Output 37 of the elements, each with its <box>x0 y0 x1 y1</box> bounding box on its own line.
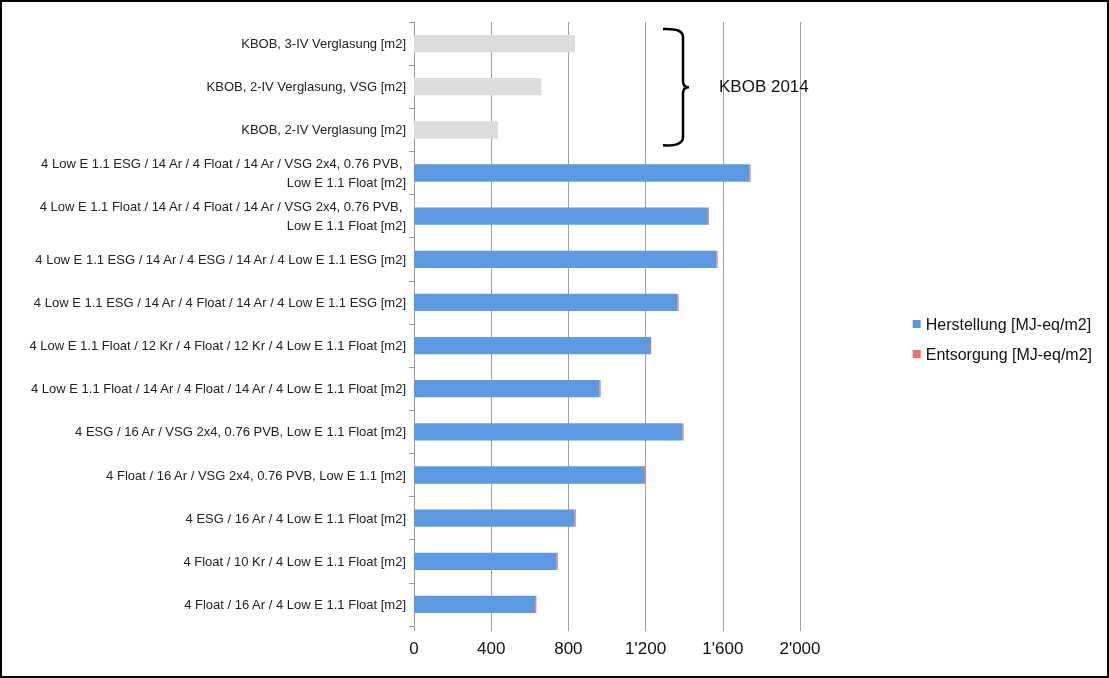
x-tick-label: 2'000 <box>779 639 821 658</box>
y-tick-label: 4 Float / 16 Ar / 4 Low E 1.1 Float [m2] <box>184 596 406 612</box>
bar <box>414 423 683 441</box>
y-tick-label: 4 ESG / 16 Ar / 4 Low E 1.1 Float [m2] <box>185 510 406 526</box>
x-tick-label: 400 <box>477 639 506 658</box>
y-tick-label: KBOB, 2-IV Verglasung [m2] <box>241 122 406 138</box>
y-tick-label: 4 Float / 10 Kr / 4 Low E 1.1 Float [m2] <box>183 553 406 569</box>
bar <box>414 380 600 398</box>
y-tick-label: KBOB, 3-IV Verglasung [m2] <box>241 36 406 52</box>
legend-label: Entsorgung [MJ-eq/m2] <box>925 345 1092 363</box>
bar <box>414 552 557 570</box>
x-tick-label: 1'200 <box>625 639 667 658</box>
bar <box>414 509 575 527</box>
y-tick-label: KBOB, 2-IV Verglasung, VSG [m2] <box>206 79 406 95</box>
y-tick-label: 4 Low E 1.1 ESG / 14 Ar / 4 ESG / 14 Ar / 4 Low E 1.1 ESG [m2] <box>35 251 406 267</box>
bar <box>414 34 576 53</box>
y-tick-label: 4 Low E 1.1 Float / 12 Kr / 4 Float / 12 Kr / 4 Low E 1.1 Float [m2] <box>29 338 406 354</box>
bar <box>414 293 678 312</box>
bar <box>414 336 651 355</box>
y-tick-label: 4 Float / 16 Ar / VSG 2x4, 0.76 PVB, Low E 1.1 [m2] <box>106 467 406 483</box>
bar <box>414 164 750 182</box>
legend-label: Herstellung [MJ-eq/m2] <box>925 315 1092 333</box>
bar <box>414 78 542 96</box>
bar <box>414 207 708 225</box>
y-tick-label: 4 Low E 1.1 Float / 14 Ar / 4 Float / 14 Ar / VSG 2x4, 0.76 PVB, Low E 1.1 Float [m2] <box>39 199 406 234</box>
x-tick-label: 1'600 <box>702 639 744 658</box>
annotation: KBOB 2014 <box>719 76 809 96</box>
bar <box>414 121 498 139</box>
y-tick-label: 4 Low E 1.1 ESG / 14 Ar / 4 Float / 14 Ar / 4 Low E 1.1 ESG [m2] <box>33 294 406 310</box>
x-tick-label: 800 <box>554 639 583 658</box>
bar <box>414 466 645 484</box>
bar <box>414 595 536 614</box>
x-tick-label: 0 <box>409 639 419 658</box>
y-tick-label: 4 Low E 1.1 Float / 14 Ar / 4 Float / 14 Ar / 4 Low E 1.1 Float [m2] <box>30 381 406 397</box>
y-tick-label: 4 Low E 1.1 ESG / 14 Ar / 4 Float / 14 Ar / VSG 2x4, 0.76 PVB, Low E 1.1 Float [m2] <box>41 156 406 190</box>
bar <box>414 250 717 268</box>
y-tick-label: 4 ESG / 16 Ar / VSG 2x4, 0.76 PVB, Low E 1.1 Float [m2] <box>75 424 406 440</box>
